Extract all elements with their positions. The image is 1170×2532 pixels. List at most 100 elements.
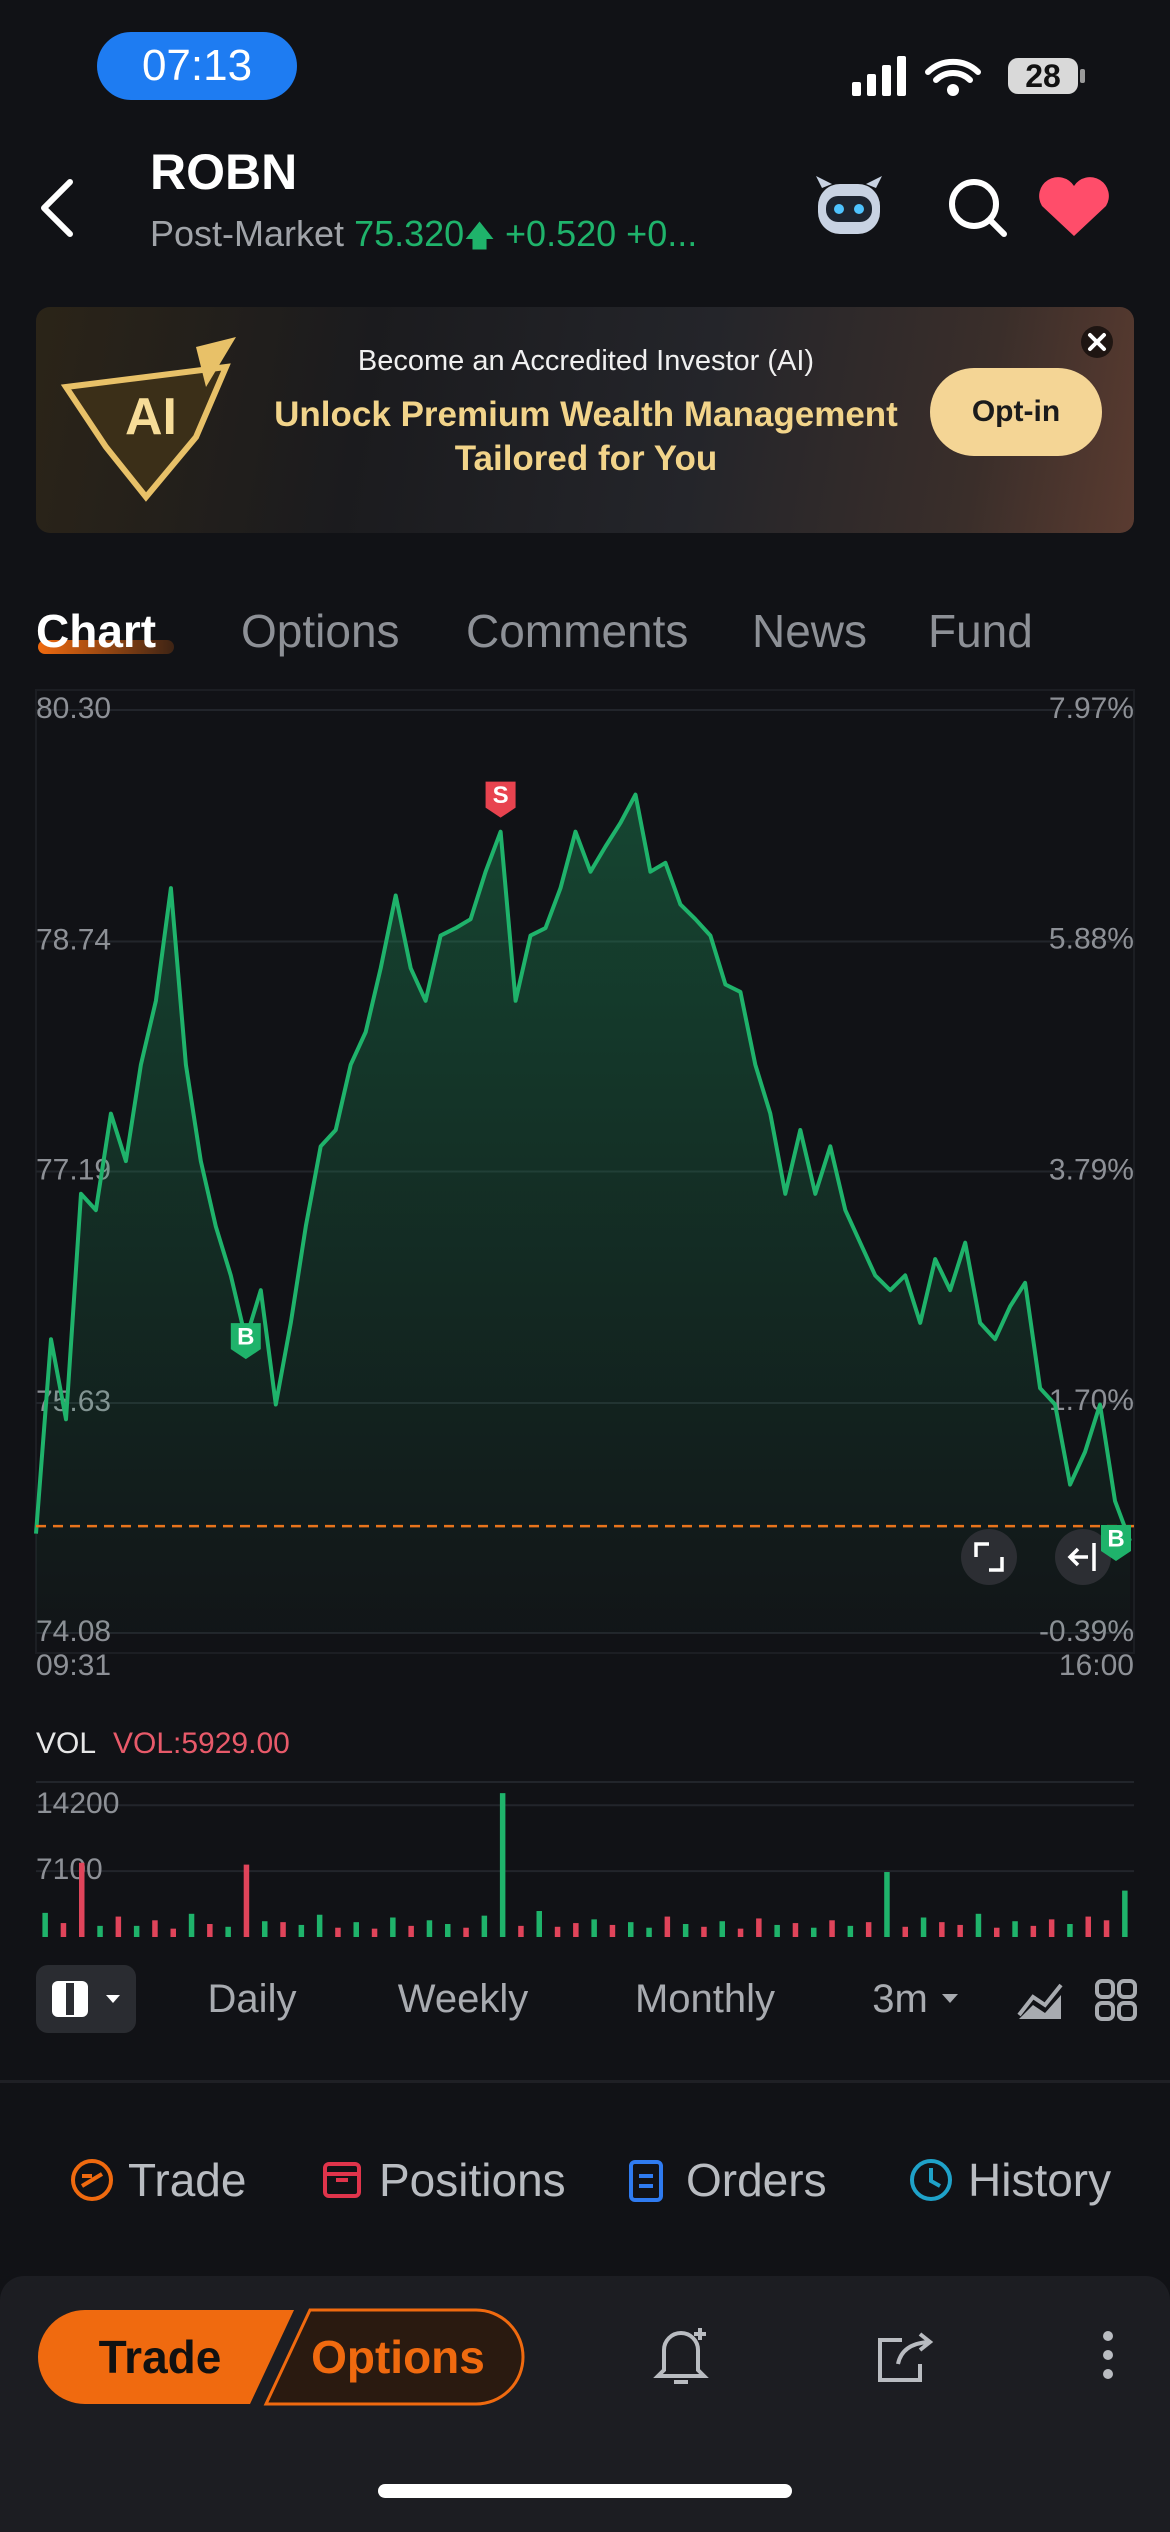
volume-bar — [682, 1924, 689, 1937]
more-button[interactable] — [1103, 2331, 1113, 2379]
volume-bar — [115, 1916, 122, 1937]
volume-bar — [518, 1925, 524, 1937]
post-price: 75.320 — [354, 213, 465, 254]
volume-bar — [1085, 1916, 1091, 1937]
promo-banner[interactable]: AI Become an Accredited Investor (AI) Un… — [36, 307, 1134, 533]
volume-bar — [865, 1922, 872, 1937]
quote-line: Post-Market 75.320🡅 +0.520 +0... — [150, 212, 697, 259]
session-label: Post-Market — [150, 213, 345, 254]
period-option[interactable]: 3m — [872, 1977, 928, 2021]
period-option[interactable]: Monthly — [634, 1977, 776, 2021]
header-icons — [816, 176, 1109, 237]
chart-tools[interactable] — [1015, 1975, 1155, 2025]
volume-bar — [1030, 1925, 1037, 1937]
volume-bar — [646, 1927, 652, 1937]
volume-bar — [628, 1922, 634, 1937]
volume-bar — [774, 1924, 780, 1937]
shortcut[interactable]: Positions — [379, 2154, 566, 2206]
trade-marker-label: B — [1107, 1525, 1124, 1552]
volume-bar — [847, 1925, 854, 1937]
area-fill — [36, 794, 1130, 1633]
expand-icon — [974, 1542, 1004, 1572]
volume-bar — [1067, 1924, 1073, 1937]
volume-bar — [609, 1924, 616, 1937]
shortcut[interactable]: History — [968, 2154, 1112, 2206]
volume-bar — [902, 1926, 908, 1937]
volume-bar — [811, 1927, 817, 1937]
volume-bar — [280, 1922, 286, 1937]
tab[interactable]: News — [752, 605, 868, 657]
volume-bar — [884, 1872, 890, 1937]
home-indicator — [378, 2484, 792, 2498]
trade-marker — [1101, 1524, 1131, 1561]
chart-style-button[interactable] — [36, 1965, 136, 2033]
close-banner[interactable] — [1080, 325, 1114, 359]
volume-bar — [170, 1928, 176, 1937]
battery-level: 28 — [1025, 58, 1061, 94]
percent-change: +0... — [626, 213, 698, 254]
price-line — [34, 792, 1132, 1542]
shortcut[interactable]: Trade — [128, 2154, 247, 2206]
chart-style-icon — [52, 1981, 120, 2017]
volume-bar — [42, 1912, 48, 1937]
active-tab-indicator — [38, 640, 174, 654]
volume-bar — [463, 1927, 469, 1937]
volume-bar — [445, 1924, 451, 1937]
volume-bar — [920, 1917, 927, 1937]
period-caret — [942, 1994, 958, 2003]
shortcut-icons — [71, 2159, 952, 2202]
trade-marker — [230, 1323, 261, 1360]
trade-segment[interactable] — [38, 2310, 294, 2404]
status-icons — [852, 56, 1085, 96]
y-tick-label: 78.74 — [36, 923, 111, 956]
banner-headline: Tailored for You — [454, 439, 718, 478]
volume-bar — [1012, 1921, 1018, 1937]
tab[interactable]: Chart — [36, 605, 157, 657]
options-segment[interactable] — [263, 2308, 525, 2406]
back-button[interactable] — [36, 178, 80, 238]
y-tick-label: 14200 — [36, 1787, 119, 1820]
x-tick-label: 09:31 — [36, 1649, 111, 1682]
search-button[interactable] — [949, 179, 1007, 237]
tab[interactable]: Comments — [466, 605, 689, 657]
y2-tick-label: 5.88% — [1049, 923, 1134, 956]
volume-bar — [316, 1914, 323, 1937]
y2-tick-label: 1.70% — [1049, 1384, 1134, 1417]
up-arrow: 🡅 — [464, 220, 496, 253]
volume-bar — [792, 1923, 799, 1937]
favorite-button[interactable] — [1039, 177, 1109, 236]
volume-bar — [390, 1917, 396, 1937]
volume-bar — [499, 1793, 506, 1937]
volume-bar — [207, 1924, 213, 1937]
return-icon — [1067, 1543, 1096, 1571]
volume-bar — [408, 1925, 414, 1937]
volume-bar — [756, 1918, 762, 1937]
volume-bar — [1103, 1920, 1110, 1937]
ai-badge-text: AI — [125, 388, 177, 446]
trade-marker — [485, 781, 516, 818]
alert-button[interactable] — [653, 2328, 709, 2384]
trade-marker-label: S — [493, 782, 509, 809]
period-option[interactable]: Daily — [207, 1977, 297, 2021]
y2-tick-label: 3.79% — [1049, 1153, 1134, 1186]
trade-button-label[interactable]: Trade — [98, 2331, 222, 2383]
options-button-label[interactable]: Options — [311, 2331, 485, 2383]
volume-bar — [1048, 1919, 1055, 1937]
volume-bar — [79, 1862, 85, 1937]
volume-bar — [829, 1920, 835, 1937]
volume-bar — [188, 1913, 195, 1937]
volume-bar — [664, 1916, 671, 1937]
tab[interactable]: Fund — [928, 605, 1033, 657]
opt-in-button[interactable]: Opt-in — [930, 368, 1102, 456]
y-tick-label: 80.30 — [36, 692, 111, 725]
trade-options-toggle — [38, 2308, 525, 2406]
expand-button[interactable] — [961, 1529, 1017, 1585]
period-option[interactable]: Weekly — [397, 1977, 529, 2021]
volume-bar — [97, 1925, 103, 1937]
ai-badge — [60, 337, 236, 502]
tab[interactable]: Options — [241, 605, 400, 657]
share-button[interactable] — [878, 2332, 934, 2382]
shortcut[interactable]: Orders — [686, 2154, 827, 2206]
assistant-button[interactable] — [816, 176, 882, 234]
